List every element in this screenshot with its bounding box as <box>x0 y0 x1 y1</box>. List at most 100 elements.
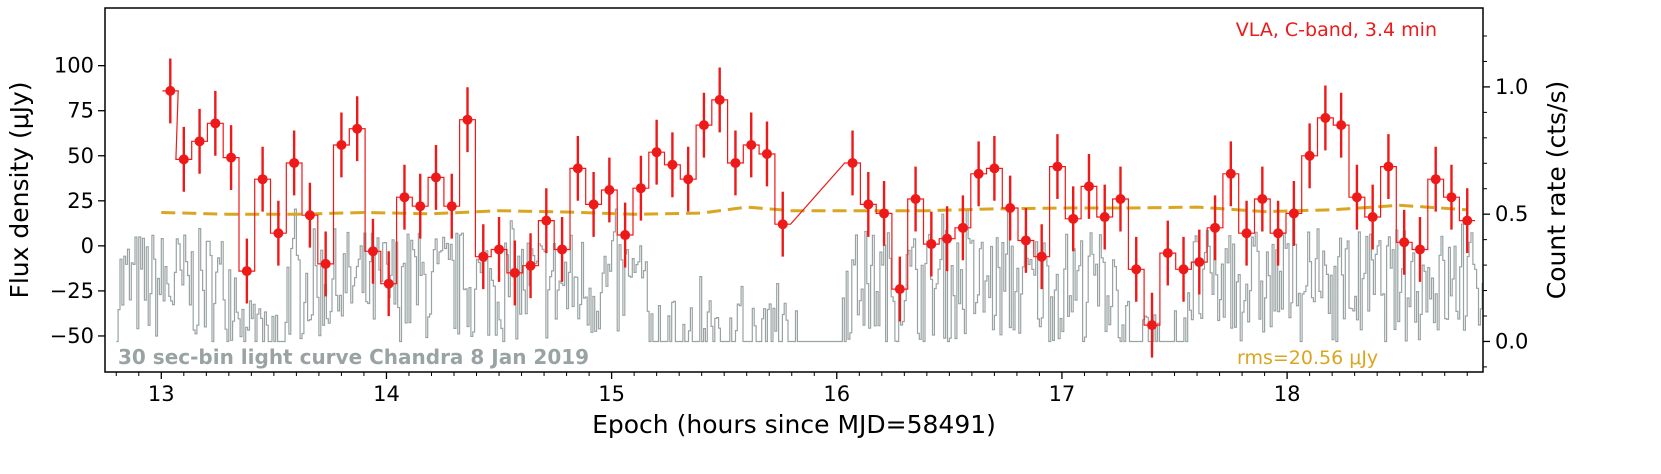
vla-data-point <box>572 163 583 174</box>
vla-data-point <box>289 157 300 168</box>
x-axis-label: Epoch (hours since MJD=58491) <box>592 410 996 439</box>
y-tick-label: −25 <box>50 279 94 303</box>
vla-data-point <box>698 120 709 131</box>
vla-data-point <box>1462 215 1473 226</box>
x-tick-label: 18 <box>1274 382 1301 406</box>
y-axis-ticks: 100 75 50 25 0 −25 −50 <box>50 54 105 348</box>
vla-data-point <box>336 139 347 150</box>
x-axis-ticks: 13 14 15 16 17 18 <box>115 372 1468 406</box>
vla-data-point <box>1005 203 1016 214</box>
vla-data-point <box>525 260 536 271</box>
vla-data-point <box>1099 212 1110 223</box>
x-tick-label: 16 <box>823 382 850 406</box>
vla-data-point <box>1257 194 1268 205</box>
vla-data-point <box>557 244 568 255</box>
y2-tick-label: 0.5 <box>1495 202 1528 226</box>
vla-data-point <box>1115 194 1126 205</box>
y-tick-label: 100 <box>54 54 94 78</box>
vla-data-point <box>777 219 788 230</box>
vla-data-point <box>1131 264 1142 275</box>
vla-data-point <box>1336 120 1347 131</box>
vla-data-point <box>178 154 189 165</box>
vla-data-point <box>1210 222 1221 233</box>
vla-data-point <box>863 199 874 210</box>
chandra-annotation: 30 sec-bin light curve Chandra 8 Jan 201… <box>118 345 589 369</box>
vla-data-point <box>1225 168 1236 179</box>
y-tick-label: 0 <box>81 234 94 258</box>
vla-data-point <box>667 159 678 170</box>
vla-data-point <box>241 266 252 277</box>
vla-data-point <box>1020 235 1031 246</box>
vla-data-point <box>1430 174 1441 185</box>
vla-data-point <box>273 228 284 239</box>
rms-dashed-path <box>161 203 1468 216</box>
vla-data-point <box>1304 150 1315 161</box>
x-tick-label: 17 <box>1049 382 1076 406</box>
vla-data-point <box>1147 320 1158 331</box>
vla-data-point <box>761 148 772 159</box>
vla-data-point <box>989 163 1000 174</box>
chandra-light-curve <box>116 208 1483 343</box>
y-tick-label: 25 <box>67 189 94 213</box>
vla-data-point <box>894 284 905 295</box>
vla-data-point <box>910 194 921 205</box>
vla-data-point <box>1162 248 1173 259</box>
y2-tick-label: 1.0 <box>1495 75 1528 99</box>
vla-data-point <box>1083 181 1094 192</box>
vla-data-point <box>1194 257 1205 268</box>
vla-data-point <box>746 139 757 150</box>
vla-data-point <box>651 147 662 158</box>
vla-data-point <box>367 246 378 257</box>
vla-annotation: VLA, C-band, 3.4 min <box>1236 19 1437 41</box>
vla-data-point <box>957 222 968 233</box>
vla-data-point <box>604 185 615 195</box>
vla-data-point <box>942 233 953 244</box>
vla-data-point <box>1273 228 1284 239</box>
vla-data-point <box>973 168 984 179</box>
vla-data-point <box>257 174 268 185</box>
x-tick-label: 13 <box>148 382 175 406</box>
y-axis-label: Flux density (μJy) <box>5 81 34 298</box>
vla-data-point <box>509 267 520 278</box>
vla-data-point <box>879 208 890 219</box>
vla-data-point <box>462 114 473 125</box>
vla-data-point <box>1036 251 1047 262</box>
vla-data-point <box>1241 228 1252 239</box>
vla-data-point <box>1446 192 1457 203</box>
vla-data-point <box>383 278 394 289</box>
vla-data-point <box>415 201 426 212</box>
y-tick-label: −50 <box>50 324 94 348</box>
vla-data-point <box>1068 213 1079 224</box>
y2-axis-label: Count rate (cts/s) <box>1542 81 1571 299</box>
vla-data-point <box>226 152 237 163</box>
vla-data-point <box>399 192 410 203</box>
vla-data-point <box>1399 237 1410 248</box>
vla-data-point <box>446 201 457 212</box>
y2-tick-label: 0.0 <box>1495 329 1528 353</box>
vla-data-point <box>194 136 205 147</box>
vla-data-point <box>1383 161 1394 172</box>
vla-data-point <box>304 210 315 221</box>
vla-data-point <box>210 118 221 129</box>
vla-data-point <box>541 215 552 226</box>
vla-data-point <box>620 230 631 241</box>
vla-data-point <box>1367 212 1378 223</box>
vla-data-point <box>926 239 937 250</box>
vla-data-point <box>352 123 363 134</box>
vla-data-point <box>1178 264 1189 275</box>
vla-data-point <box>730 157 741 168</box>
vla-data-point <box>1052 161 1063 172</box>
plot-frame <box>104 7 1484 373</box>
y2-axis-ticks: 1.0 0.5 0.0 <box>1483 35 1528 368</box>
vla-data-point <box>320 258 331 269</box>
vla-data-point <box>1414 244 1425 255</box>
x-tick-label: 14 <box>373 382 400 406</box>
x-tick-label: 15 <box>598 382 625 406</box>
vla-data-point <box>714 94 725 105</box>
vla-data-point <box>1320 112 1331 123</box>
vla-data-point <box>1351 192 1362 203</box>
vla-data-point <box>494 244 505 255</box>
vla-data-point <box>635 183 646 194</box>
vla-data-point <box>588 199 599 210</box>
